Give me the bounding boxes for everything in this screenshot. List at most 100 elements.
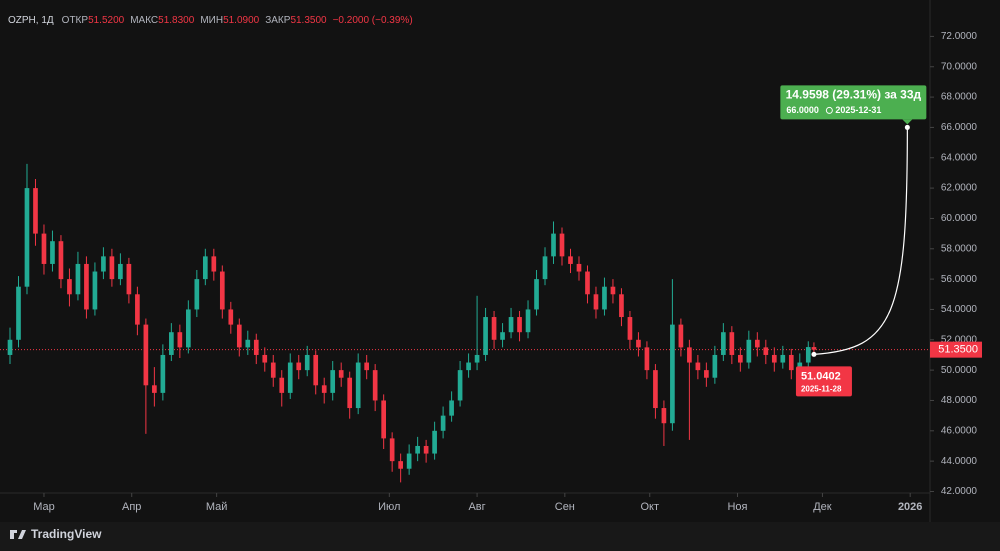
candle-body xyxy=(695,362,701,371)
candle-body xyxy=(355,362,361,409)
candle-body xyxy=(746,339,752,363)
last-price-label: 51.3500 xyxy=(938,344,978,356)
candle-body xyxy=(423,445,429,454)
candle-body xyxy=(508,317,514,333)
candle-body xyxy=(270,362,276,378)
candle-body xyxy=(347,377,353,409)
y-tick-label: 66.0000 xyxy=(941,122,978,133)
candle-body xyxy=(593,294,599,310)
y-tick-label: 52.0000 xyxy=(941,334,978,345)
candle-body xyxy=(211,256,217,272)
candle-body xyxy=(321,385,327,393)
branding: TradingView xyxy=(31,527,102,541)
x-tick-label: Ноя xyxy=(727,501,747,513)
candle-body xyxy=(219,271,225,310)
candle-body xyxy=(143,324,149,386)
y-tick-label: 46.0000 xyxy=(941,425,978,436)
candle-body xyxy=(118,263,123,280)
candle-body xyxy=(186,309,191,348)
candle-body xyxy=(75,263,81,295)
clock-icon xyxy=(825,106,833,114)
target-label-box xyxy=(780,85,927,120)
candle-body xyxy=(50,241,55,264)
candle-body xyxy=(542,256,548,280)
y-tick-label: 50.0000 xyxy=(941,365,978,376)
y-tick-label: 58.0000 xyxy=(941,243,978,254)
candle-body xyxy=(466,362,471,371)
candle-body xyxy=(610,286,616,295)
candle-body xyxy=(797,362,803,371)
candle-body xyxy=(406,453,412,469)
candle-body xyxy=(627,317,633,340)
y-tick-label: 72.0000 xyxy=(941,31,978,42)
y-tick-label: 70.0000 xyxy=(941,61,978,72)
y-tick-label: 60.0000 xyxy=(941,213,978,224)
candle-body xyxy=(500,332,505,340)
candle-body xyxy=(721,332,726,355)
candle-body xyxy=(253,339,259,355)
x-tick-label: Апр xyxy=(122,501,141,513)
candle-body xyxy=(101,256,106,272)
candle-body xyxy=(636,339,641,348)
candle-body xyxy=(568,256,573,264)
last-price-box xyxy=(930,341,982,358)
footer-bar xyxy=(0,522,1000,551)
candle-body xyxy=(653,370,658,409)
candle-body xyxy=(364,362,370,371)
candle-body xyxy=(330,370,336,393)
x-tick-label: 2026 xyxy=(898,501,922,513)
candle-body xyxy=(67,279,72,295)
candle-body xyxy=(381,400,386,439)
candle-body xyxy=(279,377,285,393)
x-tick-label: Май xyxy=(206,501,228,513)
ohlc-value: 51.8300 xyxy=(158,15,195,26)
ohlc-value: 51.5200 xyxy=(88,15,125,26)
candle-body xyxy=(551,233,556,257)
start-date: 2025-11-28 xyxy=(801,384,842,393)
candle-body xyxy=(644,347,650,371)
candle-body xyxy=(372,370,378,401)
candle-body xyxy=(236,324,242,348)
ohlc-label: МИН xyxy=(200,15,223,26)
candle-body xyxy=(126,263,132,295)
target-change: 14.9598 (29.31%) за 33д xyxy=(786,88,922,102)
x-tick-label: Окт xyxy=(640,501,659,513)
candle-body xyxy=(763,347,769,355)
tv-logo xyxy=(10,530,26,539)
candle-body xyxy=(729,332,735,355)
change: −0.2000 (−0.39%) xyxy=(333,15,413,26)
candle-body xyxy=(534,279,539,310)
candle-body xyxy=(449,400,454,416)
candle-body xyxy=(202,256,208,280)
x-tick-label: Июл xyxy=(378,501,400,513)
candle-body xyxy=(602,286,607,310)
header: OZPH, 1Д ОТКР51.5200 МАКС51.8300 МИН51.0900… xyxy=(8,15,413,26)
candle-body xyxy=(304,354,310,371)
candle-body xyxy=(483,317,488,355)
candle-body xyxy=(771,354,777,363)
candle-body xyxy=(661,408,667,424)
ohlc-value: 51.3500 xyxy=(290,15,327,26)
candle-body xyxy=(109,256,115,280)
candle-body xyxy=(338,370,344,378)
candle-body xyxy=(135,294,140,325)
ohlc-value: 51.0900 xyxy=(223,15,260,26)
y-tick-label: 62.0000 xyxy=(941,183,978,194)
candle-body xyxy=(525,309,531,333)
candle-body xyxy=(389,438,395,462)
candle-body xyxy=(58,241,64,280)
x-tick-label: Сен xyxy=(555,501,575,513)
x-tick-label: Мар xyxy=(33,501,55,513)
candle-body xyxy=(687,347,692,363)
candle-body xyxy=(440,415,446,431)
candle-body xyxy=(619,294,624,318)
candle-body xyxy=(92,271,98,310)
y-tick-label: 44.0000 xyxy=(941,456,978,467)
candle-body xyxy=(432,430,437,454)
candle-body xyxy=(296,362,302,371)
candle-body xyxy=(24,188,30,287)
candle-body xyxy=(33,188,38,234)
candle-body xyxy=(670,324,675,424)
candle-body xyxy=(788,354,794,371)
